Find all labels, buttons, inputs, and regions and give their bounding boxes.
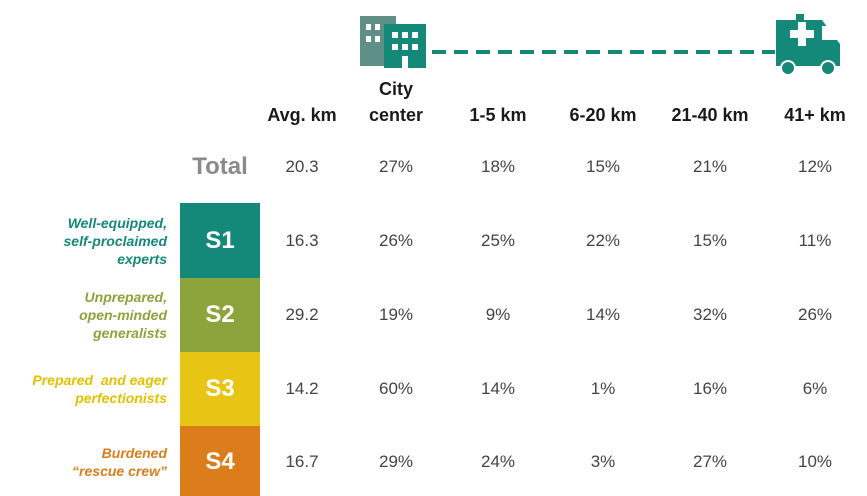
description-line: experts [117,250,167,267]
cell: 19% [378,305,414,324]
cell: 11% [798,230,832,250]
ambulance-icon [776,14,840,76]
cell: 14% [480,379,516,398]
cell: 22% [585,230,621,250]
cell: 12% [797,157,833,176]
cell: 16.7 [285,451,319,471]
segment-code: S1 [180,203,260,278]
description-line: perfectionists [75,390,167,406]
column-header: 41+ km [784,105,846,125]
column-header: 21-40 km [671,105,749,125]
cell: 25% [480,230,516,250]
cell: 26% [378,230,414,250]
cell: 15% [692,230,728,250]
description-line: Prepared and eager [32,372,167,388]
description-line: Well-equipped, [67,214,167,231]
cell: 9% [485,305,511,324]
cell: 3% [590,451,616,471]
cell: 14% [585,305,621,324]
cell: 27% [692,451,728,471]
total-label: Total [192,153,248,180]
cell: 29% [378,451,414,471]
cell: 16.3 [285,230,319,250]
cell: 32% [692,305,728,324]
header-icons [360,14,840,76]
column-header: Avg. km [267,105,337,125]
segment-code: S3 [180,352,260,426]
cell: 15% [585,157,621,176]
cell: 6% [802,379,828,398]
column-header: 1-5 km [469,105,527,125]
cell: 1% [590,379,616,398]
cell: 27% [378,157,414,176]
column-header: City center [368,79,424,125]
description-line: Burdened [101,444,167,461]
column-header: 6-20 km [569,105,637,125]
description-line: Unprepared, [84,289,167,305]
description-line: open-minded [79,307,167,323]
segment-code: S2 [180,278,260,352]
cell: 60% [378,379,414,398]
segment-description: Well-equipped, self-proclaimed experts [0,214,167,268]
cell: 16% [692,379,728,398]
building-icon [360,16,426,68]
description-line: “rescue crew” [72,462,167,479]
segment-code: S4 [180,426,260,496]
cell: 18% [480,157,516,176]
cell: 21% [692,157,728,176]
segment-description: Unprepared, open-minded generalists [0,288,167,342]
cell: 20.3 [285,157,319,176]
cell: 29.2 [285,305,319,324]
cell: 26% [797,305,833,324]
description-line: self-proclaimed [63,232,167,249]
cell: 14.2 [285,379,319,398]
description-line: generalists [93,325,167,341]
cell: 10% [797,451,833,471]
segment-description: Prepared and eager perfectionists [0,371,167,407]
cell: 24% [480,451,516,471]
segment-description: Burdened “rescue crew” [0,444,167,480]
